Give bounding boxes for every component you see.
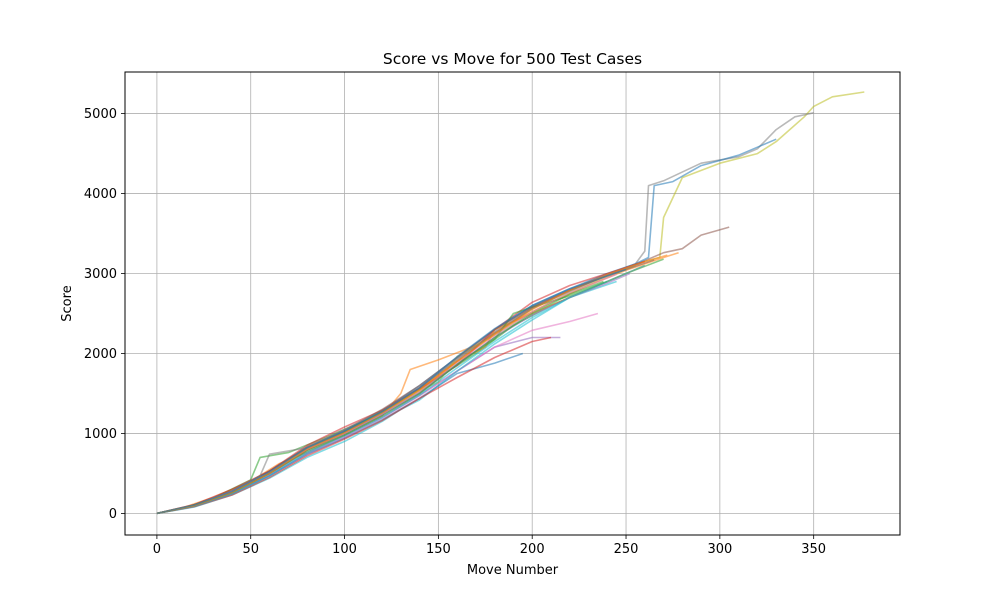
- series-line-19: [156, 264, 646, 515]
- plot-frame: [124, 71, 901, 536]
- x-axis-ticks: 0 50 100 150 200 250 300 350: [153, 535, 826, 557]
- series-layer: [156, 91, 865, 515]
- series-line-23: [156, 268, 627, 515]
- x-tick-label: 50: [242, 542, 259, 557]
- x-tick-label: 350: [801, 542, 826, 557]
- chart-title: Score vs Move for 500 Test Cases: [383, 50, 642, 68]
- y-tick-label: 1000: [84, 427, 117, 442]
- grid-lines: [125, 72, 900, 535]
- y-tick-label: 4000: [84, 187, 117, 202]
- y-tick-label: 0: [109, 507, 117, 522]
- y-axis-label: Score: [60, 285, 75, 321]
- x-tick-label: 250: [614, 542, 639, 557]
- x-tick-label: 200: [520, 542, 545, 557]
- x-tick-label: 300: [707, 542, 732, 557]
- x-tick-label: 100: [332, 542, 357, 557]
- series-line-15: [156, 336, 552, 515]
- x-tick-label: 0: [153, 542, 161, 557]
- y-tick-label: 2000: [84, 347, 117, 362]
- x-tick-label: 150: [426, 542, 451, 557]
- y-tick-label: 3000: [84, 267, 117, 282]
- y-axis-ticks: 0 1000 2000 3000 4000 5000: [84, 107, 125, 522]
- y-tick-label: 5000: [84, 107, 117, 122]
- x-axis-label: Move Number: [467, 563, 559, 578]
